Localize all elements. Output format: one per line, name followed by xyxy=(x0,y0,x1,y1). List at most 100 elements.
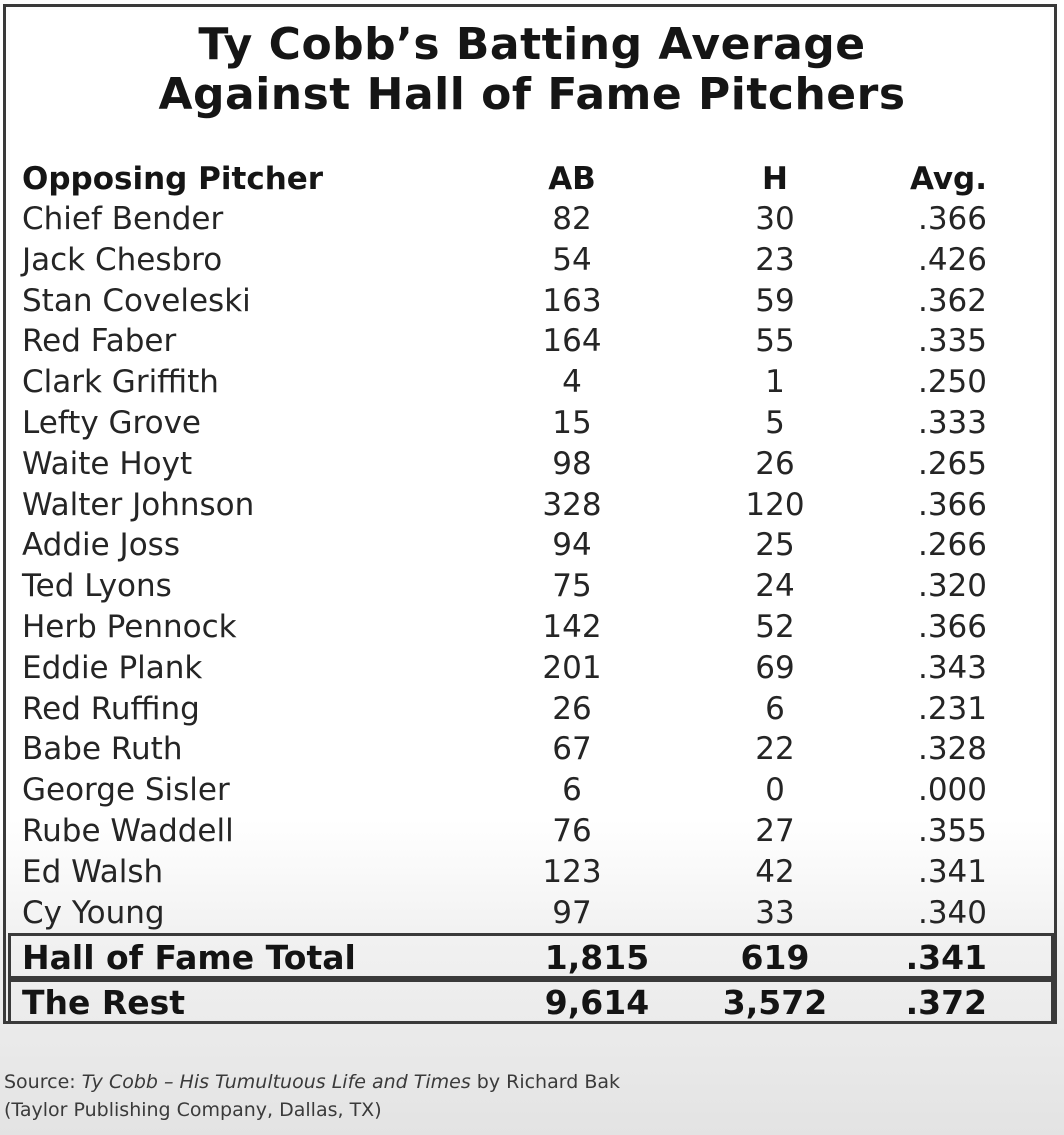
batting-average: .340 xyxy=(917,894,987,931)
batting-average: .328 xyxy=(917,731,987,768)
pitcher-name: Ed Walsh xyxy=(22,853,164,890)
pitcher-name: Red Ruffing xyxy=(22,690,200,727)
header-pitcher: Opposing Pitcher xyxy=(22,161,324,197)
at-bats: 164 xyxy=(542,323,602,360)
table-row: Chief Bender 82 30 .366 xyxy=(22,199,1042,240)
table-row: Lefty Grove 15 5 .333 xyxy=(22,403,1042,444)
batting-average: .366 xyxy=(917,201,987,237)
source-citation: Source: Ty Cobb – His Tumultuous Life an… xyxy=(4,1068,620,1124)
batting-average: .265 xyxy=(917,445,987,482)
source-author: by Richard Bak xyxy=(470,1071,621,1093)
at-bats: 328 xyxy=(542,486,602,523)
table-row: Cy Young 97 33 .340 xyxy=(22,893,1042,934)
batting-average: .426 xyxy=(917,241,987,278)
batting-average: .231 xyxy=(917,690,987,727)
source-book-title: Ty Cobb – His Tumultuous Life and Times xyxy=(81,1071,471,1093)
hits: 55 xyxy=(755,323,795,360)
hits: 52 xyxy=(755,609,795,645)
at-bats: 82 xyxy=(552,201,592,237)
hits: 6 xyxy=(765,690,785,727)
at-bats: 97 xyxy=(552,894,592,931)
at-bats: 6 xyxy=(562,772,582,809)
header-h: H xyxy=(762,161,788,197)
table-row: Red Ruffing 26 6 .231 xyxy=(22,689,1042,730)
table-row: Babe Ruth 67 22 .328 xyxy=(22,729,1042,770)
table-row: Eddie Plank 201 69 .343 xyxy=(22,648,1042,689)
pitcher-name: Jack Chesbro xyxy=(22,241,223,278)
total-h: 619 xyxy=(740,938,810,977)
source-line-2: (Taylor Publishing Company, Dallas, TX) xyxy=(4,1099,382,1121)
page-title: Ty Cobb’s Batting Average Against Hall o… xyxy=(0,20,1064,120)
table-row: George Sisler 6 0 .000 xyxy=(22,770,1042,811)
table-row: Addie Joss 94 25 .266 xyxy=(22,525,1042,566)
table-row: Ted Lyons 75 24 .320 xyxy=(22,566,1042,607)
pitcher-name: Ted Lyons xyxy=(22,568,172,605)
the-rest-box xyxy=(8,979,1054,1024)
hits: 1 xyxy=(765,364,785,401)
hits: 33 xyxy=(755,894,795,931)
total-row-the-rest: The Rest 9,614 3,572 .372 xyxy=(22,981,1042,1025)
batting-average: .362 xyxy=(917,282,987,319)
table-row: Rube Waddell 76 27 .355 xyxy=(22,811,1042,852)
at-bats: 67 xyxy=(552,731,592,768)
hits: 26 xyxy=(755,445,795,482)
title-line-1: Ty Cobb’s Batting Average xyxy=(198,19,866,70)
hits: 59 xyxy=(755,282,795,319)
total-row-hall-of-fame: Hall of Fame Total 1,815 619 .341 xyxy=(22,936,1042,980)
hits: 25 xyxy=(755,527,795,564)
rest-ab: 9,614 xyxy=(544,983,650,1022)
at-bats: 123 xyxy=(542,853,602,890)
total-ab: 1,815 xyxy=(544,938,650,977)
table-row: Stan Coveleski 163 59 .362 xyxy=(22,281,1042,322)
hits: 22 xyxy=(755,731,795,768)
table-row: Clark Griffith 4 1 .250 xyxy=(22,362,1042,403)
at-bats: 201 xyxy=(542,649,602,686)
hits: 27 xyxy=(755,813,795,849)
batting-average: .000 xyxy=(917,772,987,809)
batting-average: .366 xyxy=(917,609,987,645)
pitcher-name: Addie Joss xyxy=(22,527,180,564)
total-avg: .341 xyxy=(905,938,987,977)
batting-average: .366 xyxy=(917,486,987,523)
batting-average: .355 xyxy=(917,813,987,849)
pitcher-name: Cy Young xyxy=(22,894,165,931)
pitcher-name: Herb Pennock xyxy=(22,609,237,645)
at-bats: 98 xyxy=(552,445,592,482)
rest-avg: .372 xyxy=(905,983,987,1022)
table-row: Waite Hoyt 98 26 .265 xyxy=(22,444,1042,485)
at-bats: 54 xyxy=(552,241,592,278)
batting-average: .335 xyxy=(917,323,987,360)
table-row: Red Faber 164 55 .335 xyxy=(22,321,1042,362)
at-bats: 163 xyxy=(542,282,602,319)
table-header-row: Opposing Pitcher AB H Avg. xyxy=(22,159,1042,200)
pitcher-name: Lefty Grove xyxy=(22,405,201,441)
rest-h: 3,572 xyxy=(722,983,828,1022)
pitcher-name: Clark Griffith xyxy=(22,364,219,401)
pitcher-name: Waite Hoyt xyxy=(22,445,193,482)
at-bats: 94 xyxy=(552,527,592,564)
batting-average: .250 xyxy=(917,364,987,401)
at-bats: 76 xyxy=(552,813,592,849)
pitcher-name: Eddie Plank xyxy=(22,649,203,686)
source-prefix: Source: xyxy=(4,1071,82,1093)
pitcher-name: Red Faber xyxy=(22,323,177,360)
pitcher-name: Rube Waddell xyxy=(22,813,234,849)
at-bats: 75 xyxy=(552,568,592,605)
pitcher-name: Chief Bender xyxy=(22,201,224,237)
at-bats: 26 xyxy=(552,690,592,727)
batting-average: .320 xyxy=(917,568,987,605)
at-bats: 15 xyxy=(552,405,592,441)
batting-average: .266 xyxy=(917,527,987,564)
batting-average: .343 xyxy=(917,649,987,686)
pitcher-name: Walter Johnson xyxy=(22,486,255,523)
table-row: Walter Johnson 328 120 .366 xyxy=(22,485,1042,526)
hits: 30 xyxy=(755,201,795,237)
hits: 69 xyxy=(755,649,795,686)
at-bats: 4 xyxy=(562,364,582,401)
pitcher-name: George Sisler xyxy=(22,772,230,809)
hits: 0 xyxy=(765,772,785,809)
table-row: Herb Pennock 142 52 .366 xyxy=(22,607,1042,648)
hits: 42 xyxy=(755,853,795,890)
hits: 24 xyxy=(755,568,795,605)
